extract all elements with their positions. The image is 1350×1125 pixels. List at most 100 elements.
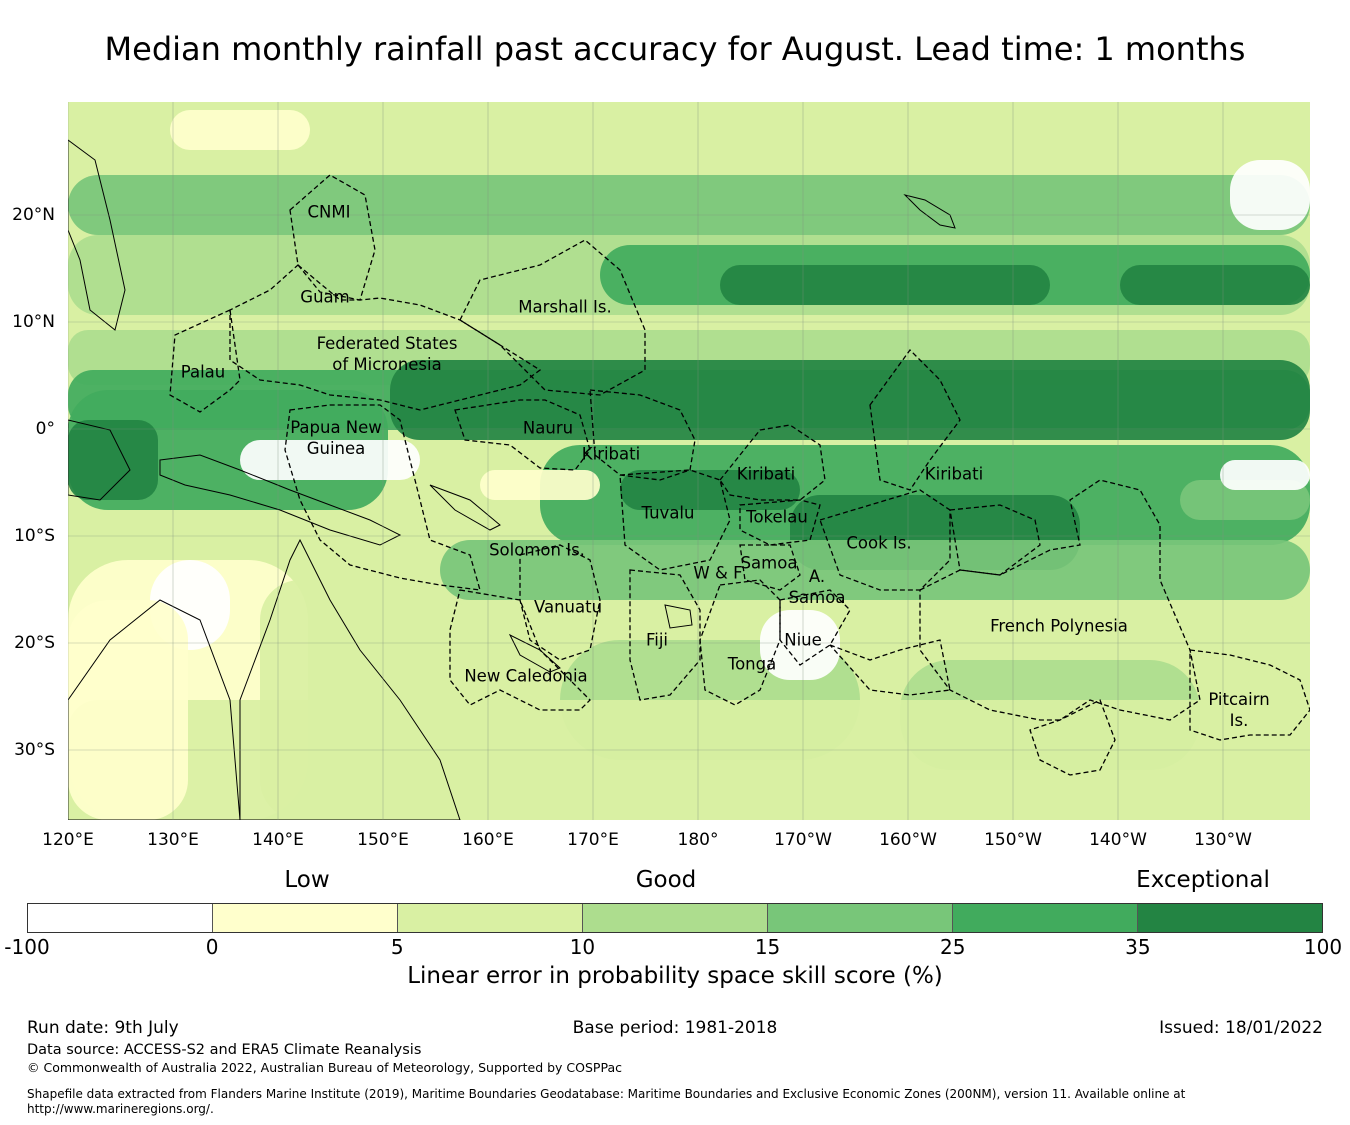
colorbar-tick: 35 <box>1125 935 1151 959</box>
region-label: Kiribati <box>581 444 641 464</box>
shapefile-url: http://www.marineregions.org/. <box>27 1102 214 1116</box>
longitude-label: 170°W <box>774 830 832 850</box>
colorbar-segment <box>398 904 583 932</box>
issued-date: Issued: 18/01/2022 <box>1159 1018 1323 1038</box>
region-label: Pitcairn Is. <box>1208 690 1270 730</box>
longitude-label: 120°E <box>42 830 94 850</box>
coastline <box>159 454 402 546</box>
region-label: Marshall Is. <box>518 297 612 317</box>
colorbar-category: Exceptional <box>1136 867 1270 893</box>
region-label: Nauru <box>522 418 574 438</box>
longitude-label: 160°E <box>462 830 514 850</box>
colorbar-segment <box>213 904 398 932</box>
colorbar-tick: 25 <box>939 935 966 959</box>
colorbar-tick: 100 <box>1303 935 1343 959</box>
colorbar-category: Low <box>284 867 330 893</box>
region-label: Niue <box>784 630 822 650</box>
coastline <box>903 194 956 229</box>
colorbar-tick: 0 <box>205 935 219 959</box>
latitude-label: 0° <box>35 419 55 439</box>
eez-boundary <box>519 544 601 661</box>
skill-zone <box>68 420 158 500</box>
eez-boundary <box>589 389 696 481</box>
base-period: Base period: 1981-2018 <box>572 1018 778 1038</box>
colorbar-segment <box>28 904 213 932</box>
skill-zone <box>390 360 1310 440</box>
map-title: Median monthly rainfall past accuracy fo… <box>104 30 1246 68</box>
eez-boundary <box>169 309 241 413</box>
longitude-label: 130°E <box>147 830 199 850</box>
skill-zone <box>1120 265 1310 305</box>
region-label: New Caledonia <box>464 666 588 686</box>
colorbar-segment <box>953 904 1138 932</box>
eez-boundary <box>284 404 481 591</box>
colorbar-segment <box>1138 904 1322 932</box>
colorbar-segment <box>583 904 768 932</box>
coastline <box>664 604 693 629</box>
eez-boundary <box>829 639 951 696</box>
region-label: Federated States of Micronesia <box>316 334 458 374</box>
eez-boundary <box>779 589 851 666</box>
region-label: Guam <box>300 287 350 307</box>
colorbar-category: Good <box>635 867 697 893</box>
longitude-label: 150°E <box>357 830 409 850</box>
eez-boundary <box>1029 699 1116 776</box>
skill-zone <box>170 110 310 150</box>
eez-boundary <box>454 399 591 471</box>
coastline <box>68 139 126 331</box>
latitude-label: 20°S <box>14 633 55 653</box>
region-label: CNMI <box>307 202 351 222</box>
graticule <box>68 102 1310 820</box>
region-label: Kiribati <box>736 464 796 484</box>
latitude-label: 30°S <box>14 740 55 760</box>
skill-zone <box>720 265 1050 305</box>
longitude-label: 140°W <box>1089 830 1147 850</box>
colorbar-label: Linear error in probability space skill … <box>407 963 943 989</box>
skill-zone <box>68 700 1310 820</box>
skill-zone <box>620 470 800 510</box>
shapefile-credit: Shapefile data extracted from Flanders M… <box>27 1087 1186 1101</box>
skill-zone <box>1230 160 1310 230</box>
longitude-label: 130°W <box>1194 830 1252 850</box>
eez-boundary <box>449 589 591 711</box>
eez-boundary <box>739 544 801 591</box>
region-label: Fiji <box>645 630 669 650</box>
eez-boundary <box>719 424 826 501</box>
colorbar-segment <box>768 904 953 932</box>
region-label: Kiribati <box>924 464 984 484</box>
landmasses <box>68 139 956 820</box>
data-source: Data source: ACCESS-S2 and ERA5 Climate … <box>27 1042 422 1058</box>
eez-boundary <box>629 569 701 701</box>
eez-boundary <box>739 499 821 546</box>
coastline <box>508 633 561 673</box>
longitude-label: 150°W <box>984 830 1042 850</box>
eez-boundary <box>229 264 542 411</box>
eez-boundary <box>619 469 731 571</box>
skill-zone <box>68 102 1310 172</box>
region-label: Tonga <box>727 654 777 674</box>
region-label: Tokelau <box>746 507 808 527</box>
latitude-label: 20°N <box>12 205 55 225</box>
eez-boundary <box>869 349 961 491</box>
copyright: © Commonwealth of Australia 2022, Austra… <box>27 1060 622 1075</box>
coastline <box>68 599 241 820</box>
region-label: Papua New Guinea <box>290 418 382 458</box>
skill-zones <box>68 102 1310 820</box>
region-label: Palau <box>180 362 226 382</box>
coastline <box>239 538 461 820</box>
eez-boundaries <box>169 174 1310 776</box>
region-label: Samoa <box>740 553 798 573</box>
longitude-label: 140°E <box>252 830 304 850</box>
longitude-label: 160°W <box>879 830 937 850</box>
eez-boundary <box>289 174 376 301</box>
region-label: Cook Is. <box>846 533 912 553</box>
region-label: Vanuatu <box>533 597 603 617</box>
colorbar-tick: -100 <box>4 935 50 959</box>
skill-zone <box>68 175 1310 235</box>
latitude-label: 10°N <box>12 312 55 332</box>
colorbar <box>27 903 1323 933</box>
coastline <box>429 484 501 531</box>
region-label: Tuvalu <box>641 503 695 523</box>
eez-boundary <box>1189 649 1310 741</box>
